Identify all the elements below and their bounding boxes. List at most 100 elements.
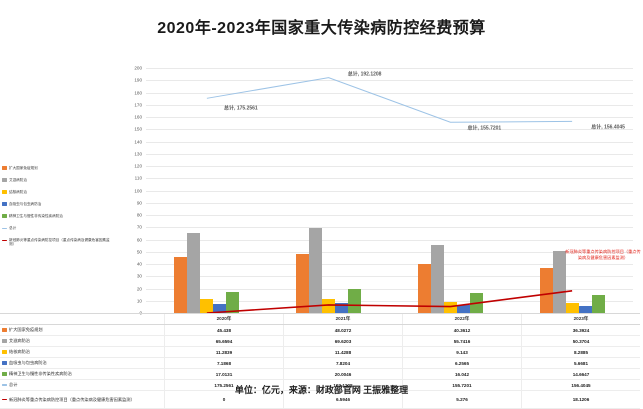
bar[interactable] <box>322 299 336 313</box>
y-axis-tick-label: 10 <box>136 298 142 304</box>
gridline <box>146 117 633 118</box>
bar[interactable] <box>200 299 214 313</box>
table-cell: 55.7416 <box>402 336 521 346</box>
gridline <box>146 276 633 278</box>
table-cell: 16.042 <box>402 369 521 379</box>
line-series[interactable] <box>207 78 572 123</box>
bar[interactable] <box>174 257 188 313</box>
legend-item[interactable]: 精神卫生与慢性非传染性疾病防治 <box>2 213 114 219</box>
table-cell: 69.6203 <box>283 336 402 346</box>
table-cell: 0 <box>164 391 283 408</box>
gridline <box>146 178 633 180</box>
y-axis-tick-label: 200 <box>134 65 142 71</box>
bar[interactable] <box>417 263 431 313</box>
table-row-label-text: 扩大国家免疫规划 <box>9 327 43 333</box>
gridline <box>146 264 633 265</box>
table-row-label-text: 精神卫生与慢性非传染性疾病防治 <box>9 371 72 377</box>
legend-line-swatch <box>2 239 7 241</box>
table-column-header: 2023年 <box>521 314 640 324</box>
legend-item[interactable]: 血吸虫与包虫病防治 <box>2 202 114 207</box>
y-axis-tick-label: 20 <box>136 286 142 291</box>
line-series[interactable] <box>207 291 572 313</box>
table-cell: 11.2839 <box>164 347 283 357</box>
bar[interactable] <box>565 302 579 313</box>
y-axis-tick-label: 30 <box>136 273 142 279</box>
bar[interactable] <box>456 305 470 313</box>
table-corner-cell <box>0 314 164 324</box>
table-cell: 5.6681 <box>521 358 640 368</box>
bar[interactable] <box>443 301 457 313</box>
table-row-label-text: 结核病防治 <box>9 349 30 355</box>
legend-line-swatch <box>2 227 7 229</box>
y-axis-tick-label: 80 <box>136 212 142 218</box>
bar[interactable] <box>348 288 362 313</box>
y-axis-tick-label: 150 <box>134 126 142 132</box>
line-point-label: 总计, 192.1208 <box>347 71 382 78</box>
bar[interactable] <box>430 244 444 313</box>
bar-group <box>390 68 512 313</box>
legend-item[interactable]: 总计 <box>2 226 114 230</box>
legend-item[interactable]: 新冠肺炎等重点传染病防控项目（重点传染病及健康危害因素监测） <box>2 238 114 247</box>
bar[interactable] <box>309 227 323 313</box>
table-row-label: 艾滋病防治 <box>0 336 164 346</box>
table-cell: 8.2885 <box>521 347 640 357</box>
table-cell: 192.1208 <box>283 380 402 390</box>
y-axis-tick-label: 40 <box>136 261 142 267</box>
table-cell: 155.7201 <box>402 380 521 390</box>
y-axis-tick-label: 120 <box>134 163 142 169</box>
legend-item-label: 扩大国家免疫规划 <box>9 166 38 170</box>
table-row-label-text: 艾滋病防治 <box>9 338 30 344</box>
bar[interactable] <box>578 306 592 313</box>
y-axis-tick-label: 190 <box>134 77 142 83</box>
table-cell: 156.4045 <box>521 380 640 390</box>
table-row: 艾滋病防治 65.6594 69.6203 55.7416 50.3704 <box>0 336 640 347</box>
gridline <box>146 129 633 131</box>
chart-legend: 扩大国家免疫规划 艾滋病防治结核病防治血吸虫与包虫病防治精神卫生与慢性非传染性疾病… <box>2 166 114 254</box>
y-axis-tick-label: 140 <box>134 139 142 144</box>
table-cell: 45.438 <box>164 325 283 335</box>
y-axis-tick-label: 60 <box>136 237 142 242</box>
gridline <box>146 251 633 253</box>
covid-annotation: 新冠肺炎等重点传染病防控项目（重点传染病及健康危害因素监测） <box>565 249 641 261</box>
gridline <box>146 239 633 241</box>
legend-box-swatch <box>2 202 7 207</box>
legend-item-label: 总计 <box>9 225 17 230</box>
legend-box-swatch <box>2 178 7 183</box>
bar[interactable] <box>226 292 240 313</box>
bar[interactable] <box>213 304 227 313</box>
y-axis-tick-label: 90 <box>136 200 142 206</box>
legend-item-label: 精神卫生与慢性非传染性疾病防治 <box>9 213 63 218</box>
table-row-label: 扩大国家免疫规划 <box>0 325 164 335</box>
table-row-label-text: 总计 <box>9 382 18 388</box>
bar[interactable] <box>552 251 566 313</box>
grid-and-axis: 0 10 20 30 40 50 60 70 80 90 100 110 120 130 140 150 160… <box>120 65 633 316</box>
row-box-swatch <box>2 339 7 343</box>
table-row: 总计 175.2561 192.1208 155.7201 156.4045 <box>0 380 640 391</box>
table-cell: 18.1206 <box>521 391 640 408</box>
bar-group <box>146 68 268 313</box>
legend-item[interactable]: 结核病防治 <box>2 189 114 195</box>
plot-area: 0 10 20 30 40 50 60 70 80 90 100 110 120 130 140 150 160… <box>120 65 633 316</box>
table-column-header: 2021年 <box>283 314 402 324</box>
y-axis-tick-label: 70 <box>136 224 142 230</box>
bar[interactable] <box>335 303 349 313</box>
table-header-row: 2020年 2021年 2022年 2023年 <box>0 313 640 325</box>
bar[interactable] <box>591 295 605 313</box>
y-axis-tick-label: 160 <box>134 114 142 120</box>
bar[interactable] <box>187 232 201 313</box>
bar[interactable] <box>296 254 310 313</box>
gridline <box>146 300 633 302</box>
bar[interactable] <box>539 268 553 313</box>
legend-item-label: 艾滋病防治 <box>9 177 27 182</box>
source-footer: 单位：亿元，来源：财政部官网 王振雅整理 <box>234 385 409 395</box>
legend-item[interactable]: 艾滋病防治 <box>2 177 114 183</box>
legend-item-label: 结核病防治 <box>9 189 27 194</box>
table-column-header: 2022年 <box>402 314 521 324</box>
gridline <box>146 153 633 155</box>
bar-groups <box>146 68 633 313</box>
legend-item[interactable]: 扩大国家免疫规划 <box>2 166 114 171</box>
table-cell: 5.276 <box>402 391 521 408</box>
gridline <box>146 215 633 216</box>
y-axis-tick-label: 110 <box>134 175 142 181</box>
